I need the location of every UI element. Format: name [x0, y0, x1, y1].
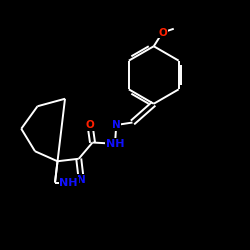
Text: O: O: [86, 120, 94, 130]
Text: NH: NH: [60, 178, 78, 188]
Text: NH: NH: [106, 139, 124, 149]
Text: N: N: [112, 120, 120, 130]
Text: N: N: [77, 175, 86, 185]
Text: O: O: [158, 28, 167, 38]
